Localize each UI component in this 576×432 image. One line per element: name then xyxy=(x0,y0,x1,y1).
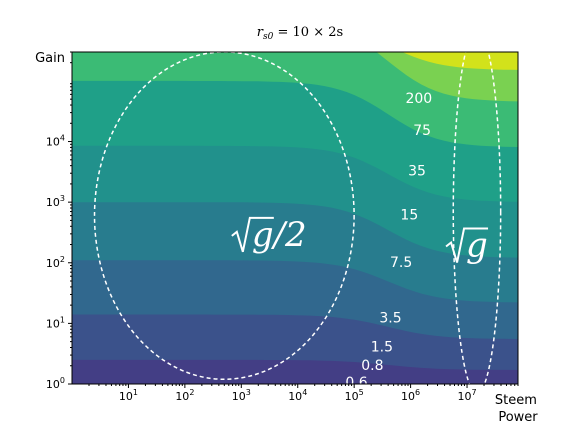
contour-label: 1.5 xyxy=(371,340,393,356)
contour-label: 0.6 xyxy=(345,375,367,391)
dashed-ellipse xyxy=(452,52,502,384)
x-tick-label: 106 xyxy=(401,388,420,403)
radical-sign xyxy=(445,227,489,263)
y-axis: 100 101 102 103 104 xyxy=(46,51,72,391)
x-axis-label-line-2: Power xyxy=(498,410,538,425)
contour-label: 7.5 xyxy=(390,255,412,271)
region-labels: g/2 g xyxy=(231,215,489,266)
x-tick-label: 107 xyxy=(457,388,476,403)
x-tick-label: 102 xyxy=(175,388,194,403)
y-tick-label: 103 xyxy=(46,194,65,209)
y-tick-label: 102 xyxy=(46,255,65,270)
x-tick-label: 101 xyxy=(119,388,138,403)
y-axis-label: Gain xyxy=(35,51,65,66)
title-var: r xyxy=(257,25,264,40)
region-label-text: g xyxy=(466,226,488,266)
region-label-text: g/2 xyxy=(252,215,307,255)
x-tick-label: 104 xyxy=(288,388,307,403)
contour-label: 200 xyxy=(405,91,432,107)
x-axis-label: Steem Power xyxy=(495,393,541,425)
x-axis-label-line-1: Steem xyxy=(495,393,537,408)
x-tick-label: 105 xyxy=(345,388,364,403)
x-axis: 101 102 103 104 105 106 107 xyxy=(88,384,519,403)
radical-sign xyxy=(231,216,274,253)
contour-label: 15 xyxy=(400,208,418,224)
title-rest: = 10 × 2s xyxy=(273,25,343,40)
x-tick-label: 103 xyxy=(232,388,251,403)
annotation-ellipses xyxy=(93,52,502,384)
title-subscript: s0 xyxy=(263,32,274,42)
region-label: g xyxy=(445,226,489,266)
dashed-ellipse xyxy=(93,52,355,380)
y-tick-label: 104 xyxy=(46,134,65,149)
contour-bands xyxy=(72,52,518,384)
y-tick-label: 100 xyxy=(46,376,65,391)
y-tick-label: 101 xyxy=(46,315,65,330)
region-label: g/2 xyxy=(231,215,307,255)
contour-labels: 200 75 35 15 7.5 3.5 1.5 0.80.6 xyxy=(345,91,432,391)
chart-title: rs0 = 10 × 2s xyxy=(257,25,343,42)
contour-label: 75 xyxy=(413,123,431,139)
contour-label: 0.8 xyxy=(361,358,383,374)
contour-band xyxy=(72,359,518,384)
contour-label: 3.5 xyxy=(379,311,401,327)
contour-label: 35 xyxy=(408,164,426,180)
